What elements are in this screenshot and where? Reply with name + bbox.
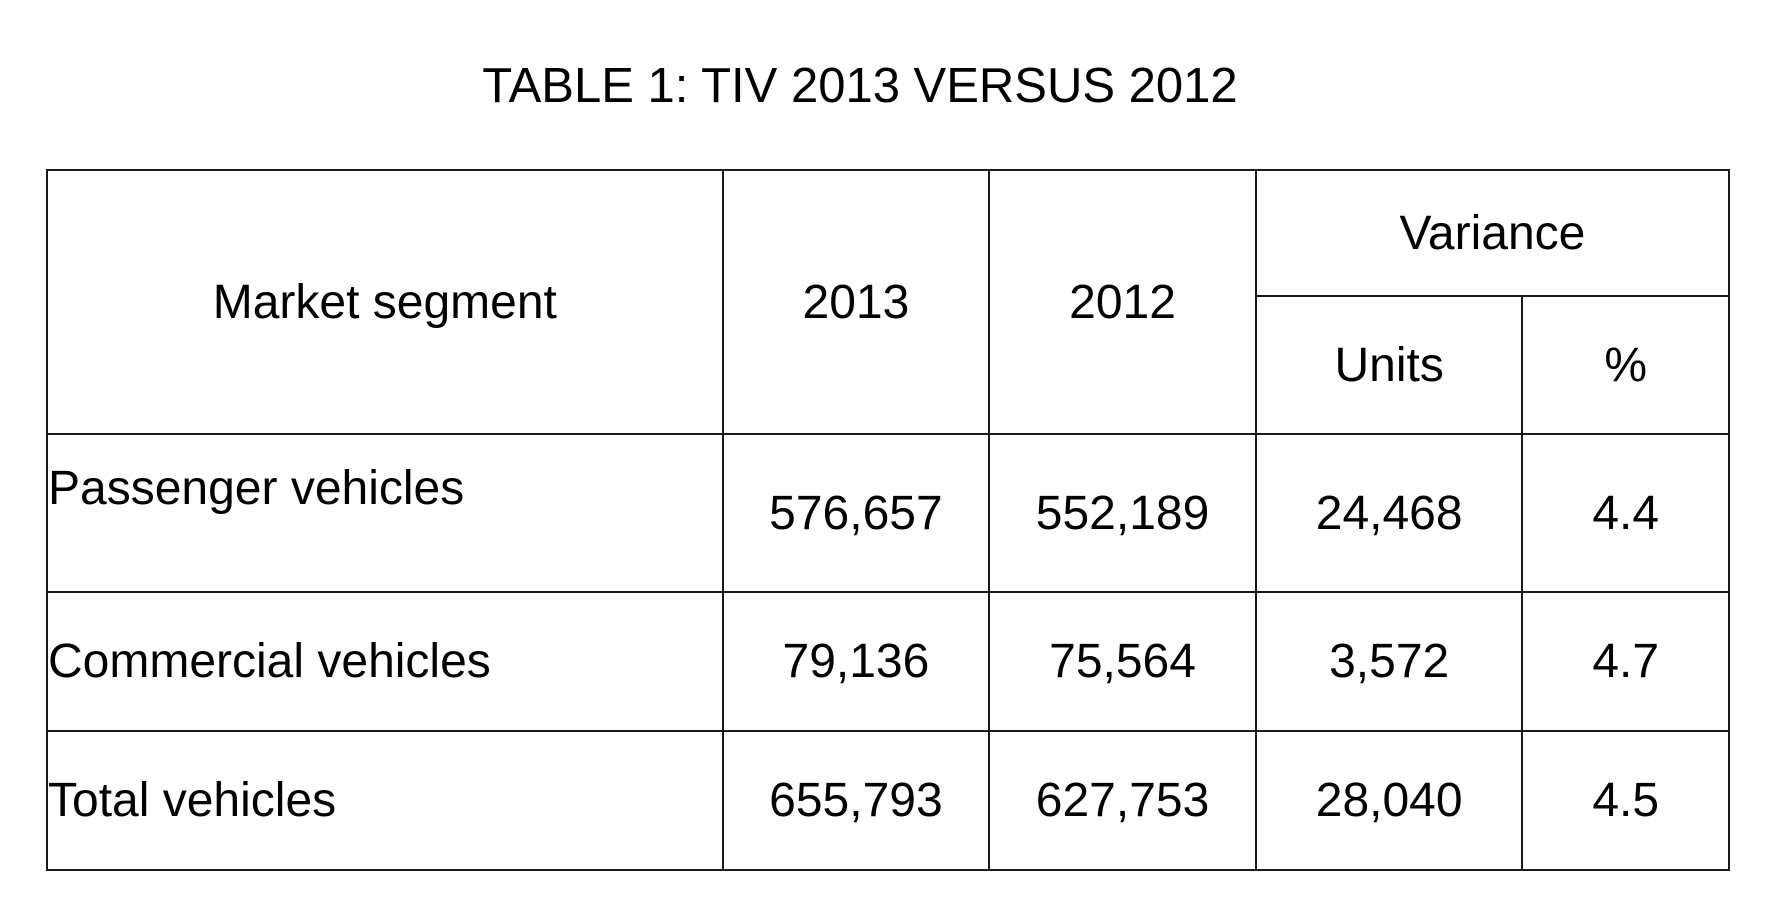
cell-commercial-percent: 4.7: [1521, 591, 1730, 732]
table-title: TABLE 1: TIV 2013 VERSUS 2012: [482, 59, 1238, 113]
cell-total-percent: 4.5: [1521, 730, 1730, 871]
table-row-commercial: Commercial vehicles 79,136 75,564 3,572 …: [46, 591, 1730, 732]
table-row-passenger: Passenger vehicles 576,657 552,189 24,46…: [46, 433, 1730, 593]
header-row: Market segment 2013 2012 Variance: [46, 169, 1731, 435]
row-label-passenger: Passenger vehicles: [46, 433, 724, 593]
table-row-total: Total vehicles 655,793 627,753 28,040 4.…: [46, 730, 1730, 871]
row-label-total: Total vehicles: [46, 730, 724, 871]
cell-passenger-2013: 576,657: [721, 433, 991, 593]
header-2012: 2012: [988, 169, 1257, 435]
header-2013: 2013: [721, 169, 991, 435]
cell-total-units: 28,040: [1254, 730, 1524, 871]
cell-commercial-2012: 75,564: [988, 591, 1257, 732]
cell-total-2012: 627,753: [988, 730, 1257, 871]
cell-commercial-2013: 79,136: [721, 591, 991, 732]
header-market-segment: Market segment: [46, 169, 724, 435]
cell-passenger-2012: 552,189: [988, 433, 1257, 593]
cell-passenger-units: 24,468: [1254, 433, 1524, 593]
header-units: Units: [1254, 295, 1524, 435]
cell-commercial-units: 3,572: [1254, 591, 1524, 732]
cell-total-2013: 655,793: [721, 730, 991, 871]
row-label-commercial: Commercial vehicles: [46, 591, 724, 732]
cell-passenger-percent: 4.4: [1521, 433, 1730, 593]
subheader-row: Units %: [47, 295, 1730, 435]
header-variance: Variance: [1254, 169, 1731, 297]
tiv-table: Market segment 2013 2012 Variance Units …: [46, 169, 1731, 871]
header-percent: %: [1521, 295, 1730, 435]
